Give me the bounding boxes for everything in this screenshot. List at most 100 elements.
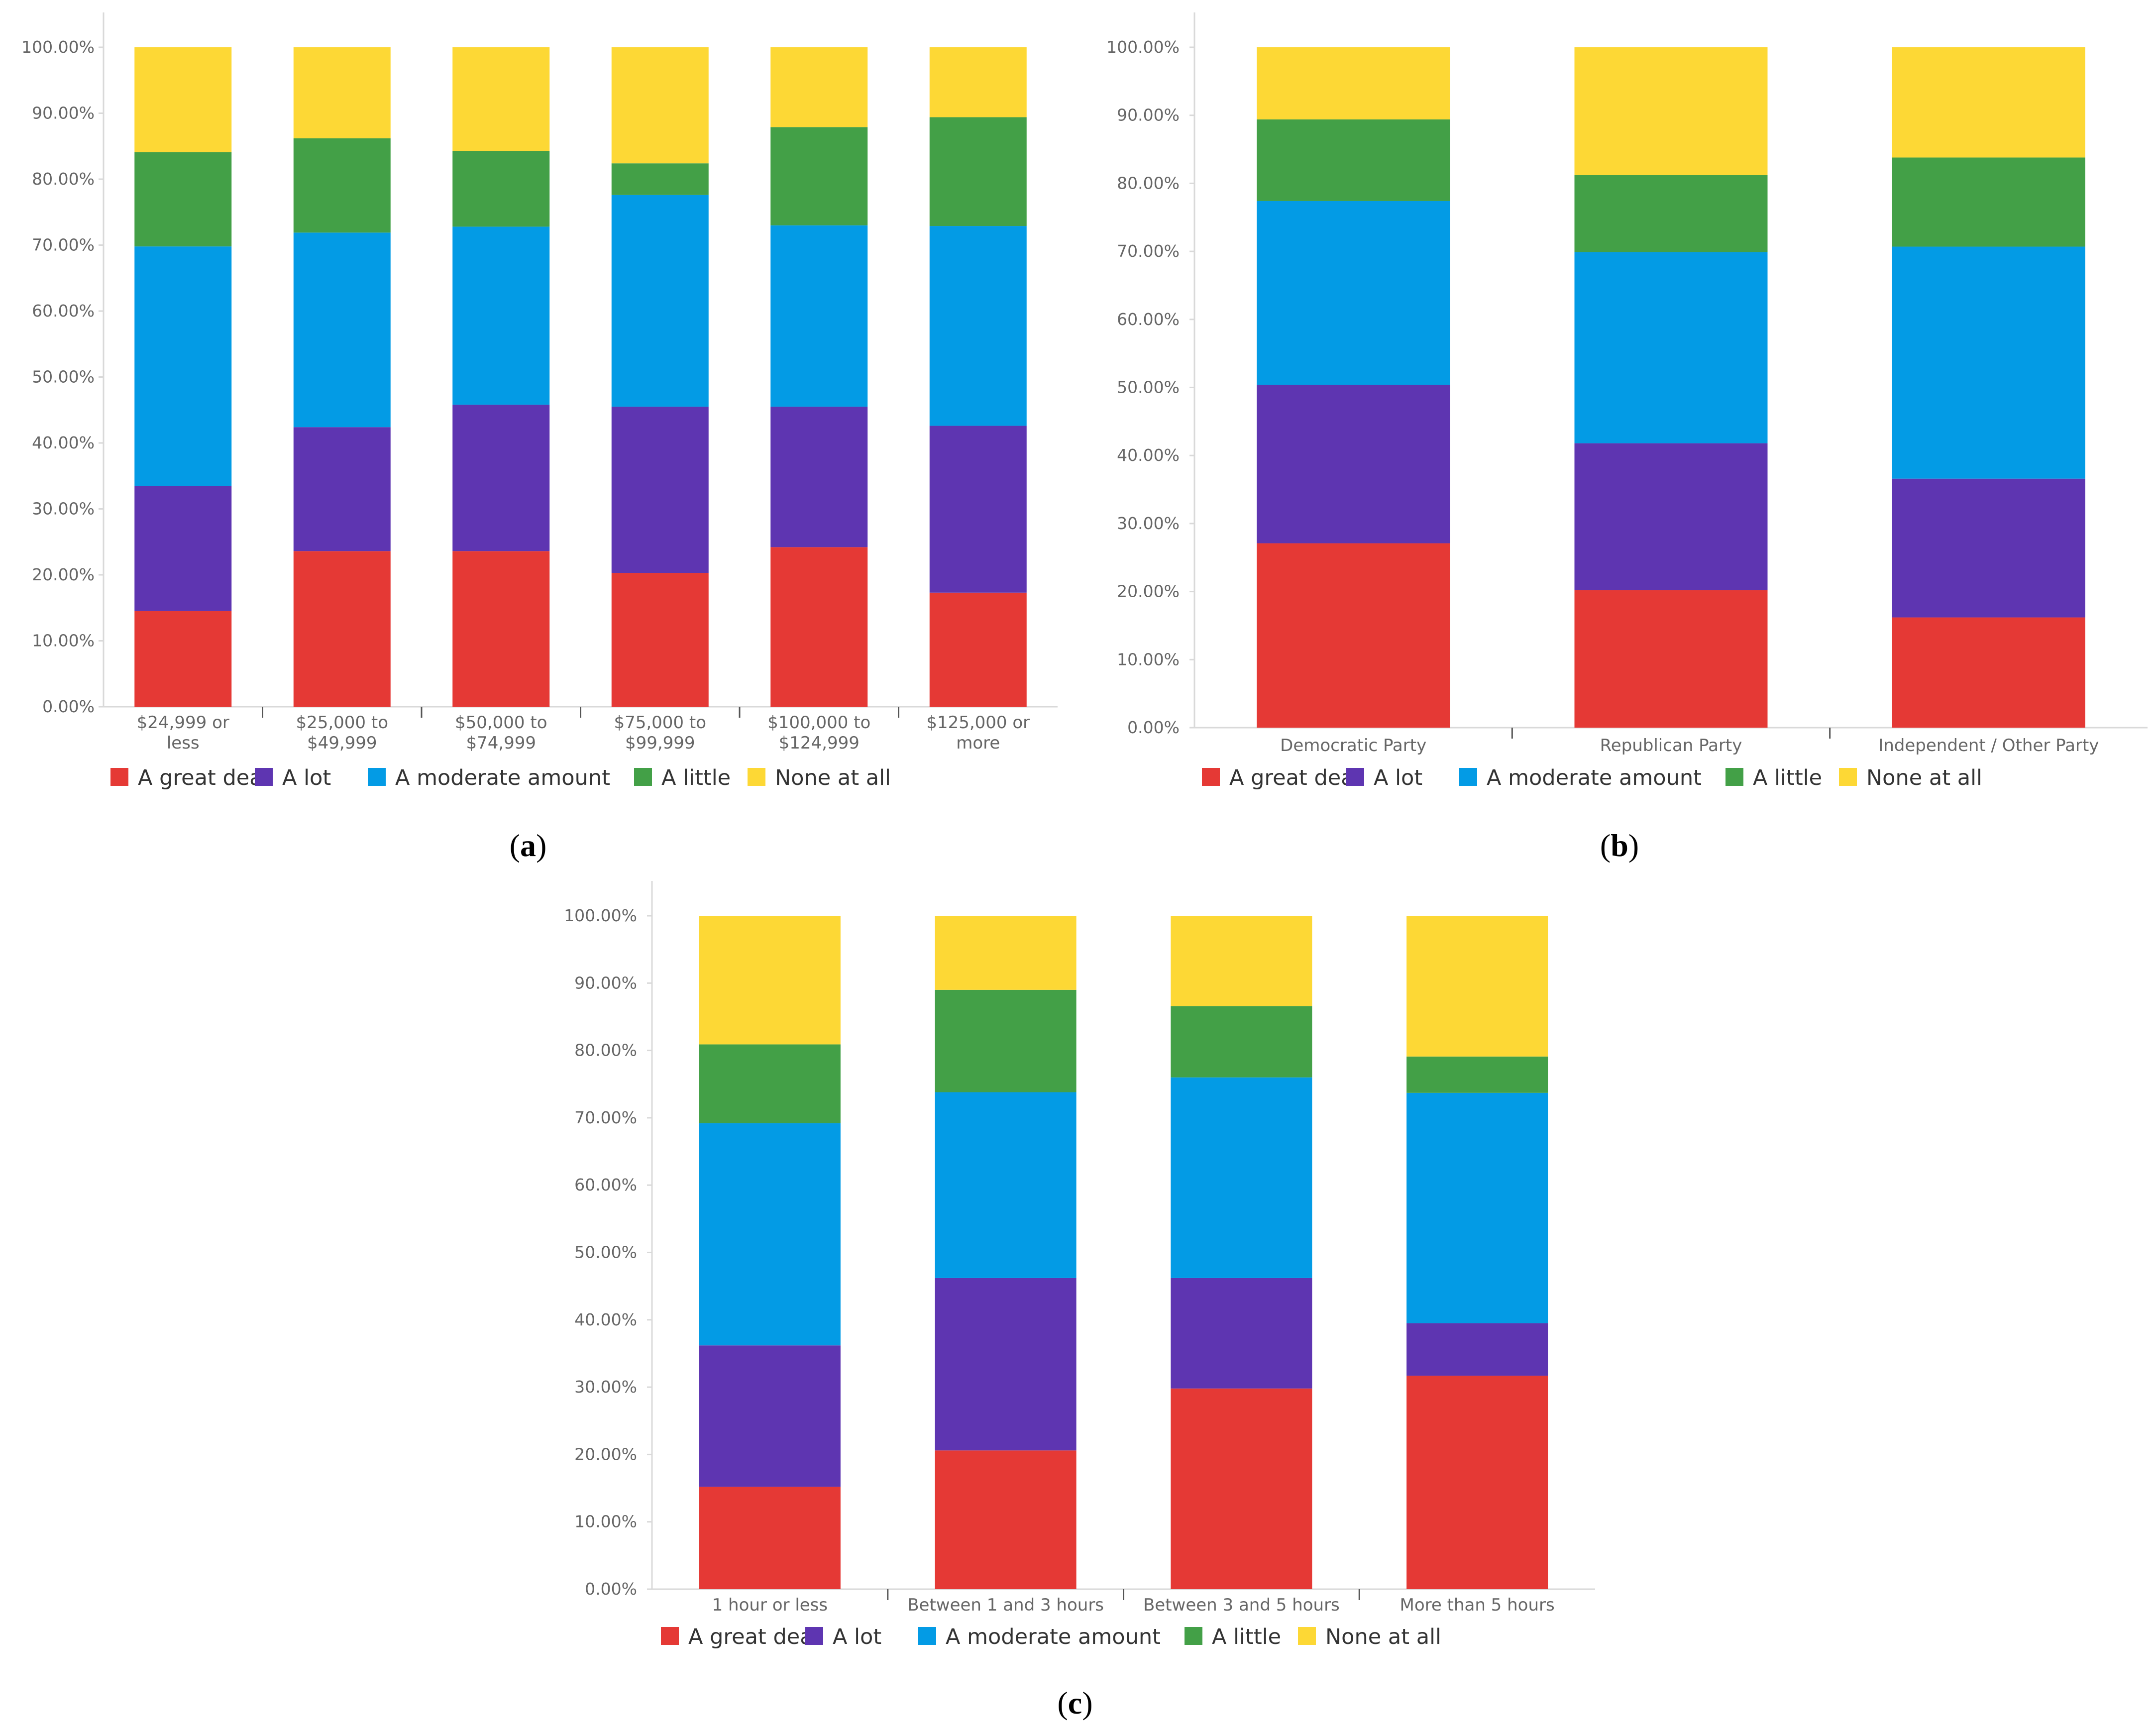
x-tick-label-line: $99,999 <box>625 733 695 753</box>
bar-segment <box>1171 1077 1312 1278</box>
x-tick-label: 1 hour or less <box>712 1595 828 1615</box>
y-tick-label: 80.00% <box>32 169 95 189</box>
bar-segment <box>134 47 232 152</box>
bar-segment <box>611 47 709 164</box>
legend-label: None at all <box>1866 765 1982 790</box>
y-tick-label: 70.00% <box>574 1108 637 1127</box>
bar-segment <box>134 152 232 247</box>
bar-segment <box>770 547 868 707</box>
chart-panel-c: 0.00% 10.00% 20.00% 30.00% 40.00% 50.00% 60.00… <box>564 881 1595 1649</box>
bar-segment <box>1171 1006 1312 1078</box>
y-tick-label: 100.00% <box>1106 37 1180 57</box>
bar-segment <box>611 573 709 707</box>
bar-segment <box>935 1450 1077 1589</box>
legend-label: A moderate amount <box>395 765 610 790</box>
bar-segment <box>1892 47 2085 158</box>
y-tick-label: 70.00% <box>1117 241 1180 261</box>
legend-label: A lot <box>833 1624 881 1649</box>
y-tick-label: 100.00% <box>21 37 95 57</box>
bar-segment <box>699 916 841 1045</box>
y-tick-label: 50.00% <box>1117 378 1180 397</box>
y-tick-label: 0.00% <box>1127 718 1180 737</box>
bar-segment <box>293 138 391 233</box>
bar-segment <box>935 1278 1077 1451</box>
x-tick-label: $24,999 or less <box>137 713 229 753</box>
bar-segment <box>1574 590 1768 728</box>
y-tick-label: 20.00% <box>32 565 95 584</box>
legend-swatch <box>110 768 128 786</box>
x-tick-label-line: Independent / Other Party <box>1878 736 2099 756</box>
bar-segment <box>935 916 1077 990</box>
bar-segment <box>929 117 1027 226</box>
y-tick-label: 70.00% <box>32 235 95 255</box>
legend-label: A little <box>661 765 731 790</box>
bar-segment <box>770 127 868 225</box>
y-tick-label: 50.00% <box>32 367 95 387</box>
x-tick-label: $125,000 or more <box>926 713 1030 753</box>
bar-segment <box>452 551 550 707</box>
chart-panel-b: 0.00% 10.00% 20.00% 30.00% 40.00% 50.00% 60.00… <box>1106 12 2148 790</box>
y-tick-label: 90.00% <box>1117 106 1180 125</box>
bar-segment <box>929 592 1027 707</box>
y-tick-label: 30.00% <box>574 1377 637 1397</box>
bar-segment <box>134 486 232 611</box>
bar-segment <box>1257 119 1450 201</box>
bar-segment <box>1574 252 1768 443</box>
legend-swatch <box>255 768 273 786</box>
y-tick-label: 40.00% <box>1117 445 1180 465</box>
x-tick-label-line: $50,000 to <box>455 713 547 733</box>
legend-swatch <box>805 1627 823 1645</box>
bar-segment <box>1171 1388 1312 1589</box>
y-tick-label: 30.00% <box>32 499 95 519</box>
bar-segment <box>1892 246 2085 479</box>
bar-segment <box>611 163 709 195</box>
bar-segment <box>935 1092 1077 1278</box>
bar-segment <box>293 47 391 138</box>
y-tick-label: 10.00% <box>574 1512 637 1531</box>
x-tick-label-line: $75,000 to <box>614 713 706 733</box>
bar-segment <box>699 1345 841 1487</box>
y-tick-label: 40.00% <box>32 433 95 452</box>
bar-segment <box>293 551 391 707</box>
y-tick-label: 0.00% <box>585 1579 637 1599</box>
x-tick-label-line: 1 hour or less <box>712 1595 828 1615</box>
y-tick-label: 60.00% <box>574 1175 637 1194</box>
x-tick-label-line: less <box>167 733 200 753</box>
x-tick-label-line: Between 1 and 3 hours <box>907 1595 1104 1615</box>
bar-segment <box>134 611 232 707</box>
legend-label: A great deal <box>688 1624 819 1649</box>
y-tick-label: 10.00% <box>1117 650 1180 669</box>
legend-label: A moderate amount <box>1487 765 1702 790</box>
x-tick-label-line: Republican Party <box>1600 736 1742 756</box>
bar-segment <box>611 195 709 407</box>
bar-segment <box>699 1044 841 1123</box>
y-tick-label: 90.00% <box>574 973 637 992</box>
bar-segment <box>611 407 709 573</box>
y-tick-label: 100.00% <box>564 906 637 925</box>
legend-swatch <box>1346 768 1364 786</box>
x-tick-label-line: Democratic Party <box>1280 736 1426 756</box>
bar-segment <box>929 426 1027 593</box>
y-tick-label: 0.00% <box>42 697 95 716</box>
y-tick-label: 50.00% <box>574 1243 637 1262</box>
y-tick-label: 10.00% <box>32 631 95 650</box>
y-tick-label: 30.00% <box>1117 514 1180 533</box>
bar-segment <box>1406 1323 1548 1376</box>
bar-segment <box>1406 1092 1548 1323</box>
panel-label-b: (b) <box>1600 828 1639 863</box>
x-tick-label: $25,000 to $49,999 <box>296 713 388 753</box>
bar-segment <box>1257 201 1450 385</box>
x-tick-label: $100,000 to $124,999 <box>767 713 870 753</box>
legend-swatch <box>1459 768 1477 786</box>
legend-swatch <box>1298 1627 1316 1645</box>
legend-label: A lot <box>1374 765 1422 790</box>
legend-label: A moderate amount <box>946 1624 1161 1649</box>
x-tick-label-line: more <box>956 733 1000 753</box>
x-tick-label: Between 3 and 5 hours <box>1143 1595 1340 1615</box>
chart-panel-a: 0.00% 10.00% 20.00% 30.00% 40.00% 50.00% 60.00… <box>21 12 1058 790</box>
bar-segment <box>452 151 550 227</box>
x-tick-label-line: $24,999 or <box>137 713 229 733</box>
y-tick-label: 90.00% <box>32 104 95 123</box>
panel-label-c: (c) <box>1057 1685 1092 1721</box>
bar-segment <box>452 405 550 551</box>
